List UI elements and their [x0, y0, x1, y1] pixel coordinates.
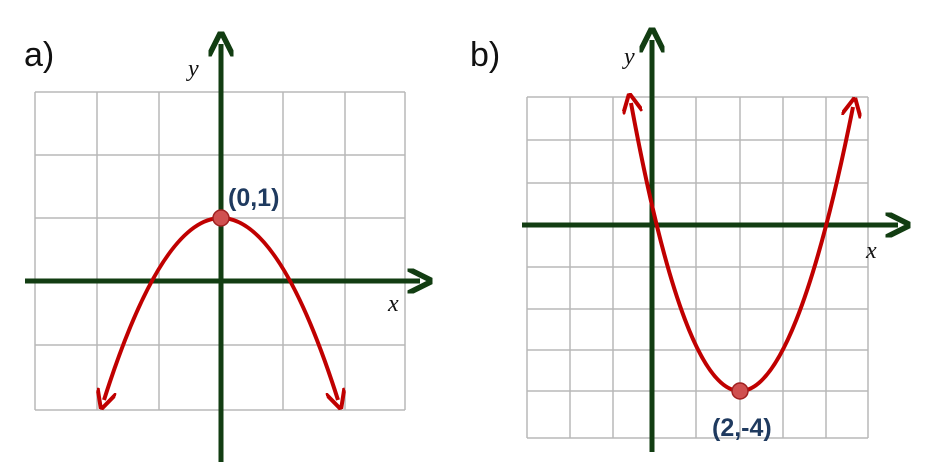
- panel-b: b) y x (2,-4): [470, 36, 898, 452]
- parabola: [631, 103, 741, 393]
- vertex-point: [731, 382, 749, 400]
- y-axis-label: y: [622, 44, 635, 70]
- vertex-label: (2,-4): [712, 414, 772, 442]
- panel-a: a) y x (0,1): [24, 36, 420, 462]
- parabola: [104, 216, 222, 400]
- x-axis-label: x: [387, 291, 399, 317]
- panel-label: b): [470, 36, 500, 74]
- panel-label: a): [24, 36, 54, 74]
- x-axis-label: x: [865, 238, 877, 264]
- parabola: [739, 107, 853, 393]
- parabola: [220, 216, 338, 400]
- vertex-label: (0,1): [228, 184, 279, 212]
- grid: [526, 96, 869, 439]
- y-axis-label: y: [186, 56, 199, 82]
- vertex-point: [212, 209, 230, 227]
